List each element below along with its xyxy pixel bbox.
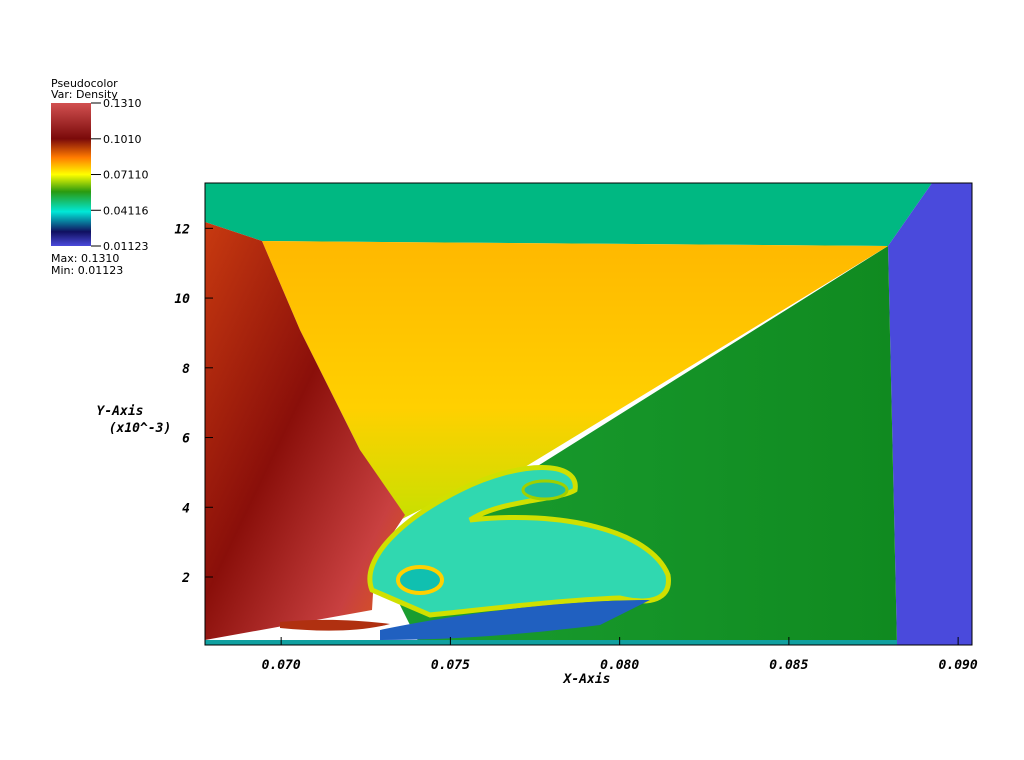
y-axis-unit: (x10^-3) [109, 421, 172, 436]
legend-min: Min: 0.01123 [51, 264, 123, 277]
y-tick-label: 8 [182, 362, 190, 377]
x-tick-label: 0.075 [431, 658, 470, 673]
x-tick-label: 0.090 [939, 658, 978, 673]
colorbar-tick-label: 0.04116 [103, 204, 149, 217]
y-tick-label: 4 [182, 501, 190, 516]
x-tick-label: 0.080 [600, 658, 639, 673]
legend-max: Max: 0.1310 [51, 252, 119, 265]
y-axis-label: Y-Axis [97, 404, 144, 419]
x-tick-label: 0.070 [262, 658, 301, 673]
y-tick-label: 12 [174, 222, 190, 237]
colorbar-tick-label: 0.01123 [103, 240, 149, 253]
y-tick-label: 10 [174, 292, 190, 307]
x-axis-label: X-Axis [563, 672, 611, 687]
colorbar-tick-label: 0.1010 [103, 133, 142, 146]
field [205, 183, 972, 645]
x-tick-label: 0.085 [769, 658, 808, 673]
colorbar [51, 103, 91, 246]
legend-var: Var: Density [51, 88, 118, 101]
y-tick-label: 6 [182, 432, 190, 447]
y-tick-label: 2 [181, 571, 190, 586]
colorbar-tick-label: 0.07110 [103, 169, 149, 182]
colorbar-tick-label: 0.1310 [103, 97, 142, 110]
plot-frame [204, 182, 973, 646]
legend-title: Pseudocolor [51, 77, 118, 90]
